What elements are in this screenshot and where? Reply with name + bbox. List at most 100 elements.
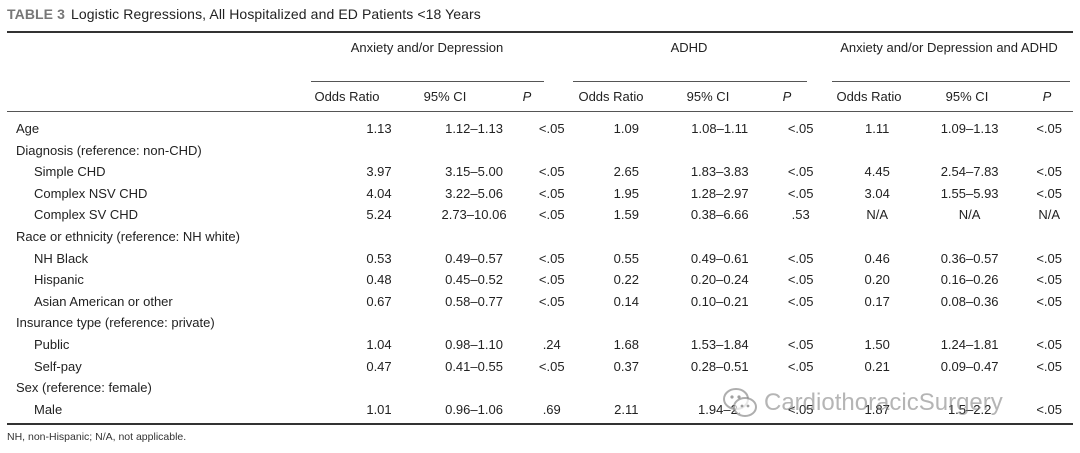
cell-ci: 0.08–0.36 [940, 293, 999, 309]
cell-ci [921, 226, 1018, 248]
cell-ci: 3.22–5.06 [445, 185, 503, 201]
cell-odds-ratio: 0.46 [864, 250, 890, 266]
table-body: Age 1.13 1.12–1.13 <.05 1.09 1.08–1.11 <.05 1.1… [7, 118, 1080, 420]
cell-odds-ratio: 1.09 [613, 121, 639, 136]
group-rule-2 [573, 81, 807, 82]
cell-ci: 0.96–1.06 [445, 401, 503, 417]
cell-odds-ratio: 3.04 [864, 185, 890, 201]
cell-odds-ratio: 0.47 [366, 358, 392, 374]
cell-p-value: <.05 [1036, 358, 1062, 374]
cell-ci: 0.28–0.51 [690, 358, 749, 374]
table-row: Complex SV CHD 5.24 2.73–10.06 <.05 1.59 0.38… [7, 204, 1080, 226]
cell-p-value: .53 [791, 207, 810, 223]
cell-p-value: <.05 [538, 272, 565, 288]
cell-ci: 0.45–0.52 [445, 272, 503, 288]
cell-p-value: <.05 [1036, 293, 1062, 309]
cell-ci: 2.73–10.06 [441, 207, 507, 223]
cell-odds-ratio: 4.45 [864, 164, 890, 180]
cell-p-value: <.05 [1036, 272, 1062, 288]
cell-ci: 0.16–0.26 [940, 272, 999, 288]
cell-ci [672, 140, 768, 162]
cell-p-value: <.05 [1036, 185, 1062, 201]
cell-odds-ratio [332, 226, 425, 248]
cell-odds-ratio: 0.48 [366, 272, 392, 288]
cell-odds-ratio: 1.13 [366, 121, 392, 136]
cell-p-value: <.05 [787, 293, 814, 309]
cell-odds-ratio: 1.04 [366, 336, 392, 352]
table-title: Logistic Regressions, All Hospitalized a… [71, 6, 481, 22]
cell-odds-ratio [581, 312, 671, 334]
group-rule-3 [832, 81, 1070, 82]
table-row: Public 1.04 0.98–1.10 .24 1.68 1.53–1.84 <.05 1… [7, 334, 1080, 356]
row-label: Diagnosis (reference: non-CHD) [16, 142, 202, 158]
cell-p-value [1018, 226, 1080, 248]
cell-odds-ratio: 0.14 [613, 293, 639, 309]
cell-p-value: <.05 [538, 207, 565, 223]
col-header-odds-ratio: Odds Ratio [836, 89, 902, 104]
cell-p-value: <.05 [1036, 401, 1062, 417]
table-row: Sex (reference: female) [7, 377, 1080, 399]
row-label: Sex (reference: female) [16, 380, 152, 396]
cell-ci: 1.5–2.2 [947, 401, 992, 417]
cell-ci: 1.55–5.93 [940, 185, 999, 201]
cell-ci: 0.58–0.77 [445, 293, 503, 309]
cell-odds-ratio: 0.55 [613, 250, 639, 266]
cell-p-value: <.05 [787, 164, 814, 180]
col-header-p: P [1042, 89, 1052, 104]
table-row: Complex NSV CHD 4.04 3.22–5.06 <.05 1.95 1.28… [7, 183, 1080, 205]
cell-p-value: <.05 [787, 185, 814, 201]
cell-p-value: <.05 [538, 293, 565, 309]
bottom-rule [7, 423, 1073, 425]
cell-p-value [522, 377, 581, 399]
cell-odds-ratio: N/A [866, 207, 888, 223]
header-rule [7, 111, 1073, 112]
table-label: TABLE 3 [7, 6, 65, 22]
cell-p-value: <.05 [1036, 250, 1062, 266]
cell-odds-ratio: 1.59 [613, 207, 639, 223]
cell-p-value: <.05 [787, 336, 814, 352]
cell-ci: 1.83–3.83 [690, 164, 749, 180]
cell-odds-ratio [332, 377, 425, 399]
cell-p-value [522, 226, 581, 248]
row-label: Complex NSV CHD [34, 185, 148, 201]
cell-p-value: <.05 [538, 358, 565, 374]
cell-ci: 0.98–1.10 [445, 336, 503, 352]
cell-ci: 1.24–1.81 [940, 336, 999, 352]
table-row: Insurance type (reference: private) [7, 312, 1080, 334]
cell-odds-ratio [332, 140, 425, 162]
cell-odds-ratio: 1.11 [864, 121, 890, 136]
cell-odds-ratio: 1.95 [613, 185, 639, 201]
cell-p-value: <.05 [538, 121, 565, 136]
row-label: Self-pay [34, 358, 82, 374]
cell-ci [426, 312, 523, 334]
cell-odds-ratio: 1.68 [613, 336, 639, 352]
cell-p-value: N/A [1038, 207, 1060, 223]
cell-p-value: <.05 [538, 185, 565, 201]
cell-odds-ratio: 0.21 [864, 358, 890, 374]
cell-p-value: <.05 [538, 164, 565, 180]
cell-ci: 1.12–1.13 [445, 121, 503, 136]
cell-odds-ratio [833, 312, 921, 334]
cell-odds-ratio: 0.20 [864, 272, 890, 288]
table-row: Race or ethnicity (reference: NH white) [7, 226, 1080, 248]
cell-ci: 0.09–0.47 [940, 358, 999, 374]
row-label: Hispanic [34, 272, 84, 288]
cell-p-value: <.05 [787, 272, 814, 288]
group-header-adhd: ADHD [670, 40, 708, 55]
data-table: Age 1.13 1.12–1.13 <.05 1.09 1.08–1.11 <.05 1.1… [7, 118, 1080, 420]
table-row: Diagnosis (reference: non-CHD) [7, 140, 1080, 162]
cell-odds-ratio: 1.87 [864, 401, 890, 417]
group-header-anxiety-depression-adhd: Anxiety and/or Depression and ADHD [840, 40, 1058, 55]
cell-p-value: .24 [542, 336, 561, 352]
cell-ci: 1.53–1.84 [690, 336, 749, 352]
col-header-odds-ratio: Odds Ratio [314, 89, 380, 104]
cell-ci [426, 377, 523, 399]
cell-odds-ratio: 0.22 [613, 272, 639, 288]
cell-p-value [768, 140, 833, 162]
cell-odds-ratio [581, 377, 671, 399]
cell-ci: 2.54–7.83 [940, 164, 999, 180]
cell-ci: 1.94–2. [698, 401, 742, 417]
cell-odds-ratio: 4.04 [366, 185, 392, 201]
cell-odds-ratio: 2.11 [614, 401, 639, 417]
table-row: Hispanic 0.48 0.45–0.52 <.05 0.22 0.20–0.24 <.… [7, 269, 1080, 291]
